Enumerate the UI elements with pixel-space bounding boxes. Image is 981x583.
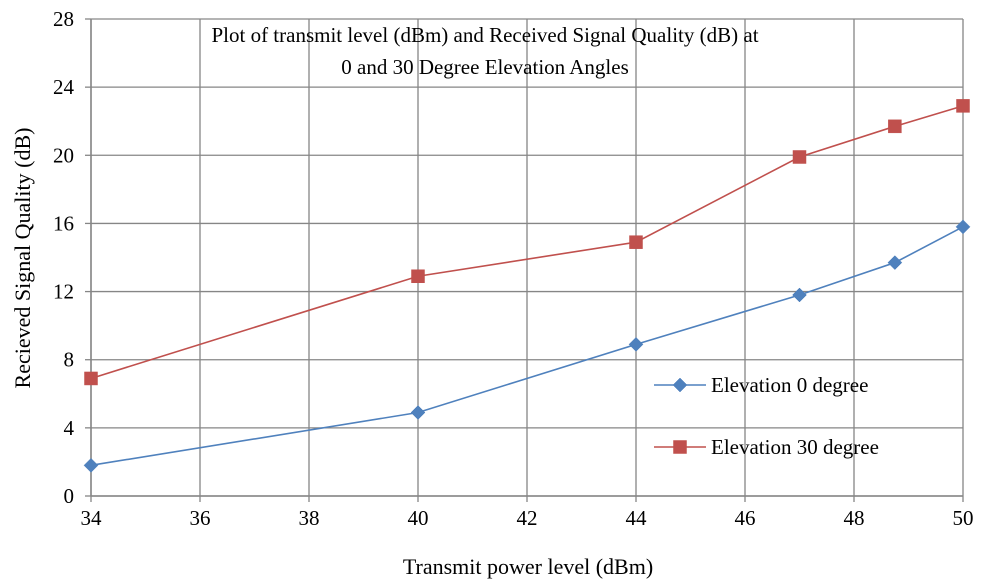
legend: Elevation 0 degree Elevation 30 degree xyxy=(654,373,879,459)
chart-title-line-1: Plot of transmit level (dBm) and Receive… xyxy=(211,23,758,47)
y-tick-label: 16 xyxy=(53,211,74,235)
data-point xyxy=(629,235,643,249)
y-tick-label: 12 xyxy=(53,280,74,304)
series xyxy=(83,99,971,473)
y-tick-label: 4 xyxy=(64,416,75,440)
data-point xyxy=(956,99,970,113)
y-axis-title: Recieved Signal Quality (dB) xyxy=(10,128,35,389)
data-point xyxy=(955,219,971,235)
legend-item: Elevation 0 degree xyxy=(654,373,868,397)
y-tick-label: 28 xyxy=(53,7,74,31)
y-tick-label: 20 xyxy=(53,143,74,167)
x-tick-label: 44 xyxy=(626,506,648,530)
x-tick-label: 34 xyxy=(81,506,103,530)
data-point xyxy=(888,119,902,134)
x-tick-label: 42 xyxy=(517,506,538,530)
chart-title-line-2: 0 and 30 Degree Elevation Angles xyxy=(341,55,629,79)
data-point xyxy=(628,337,644,352)
data-point xyxy=(410,405,426,420)
x-tick-label: 50 xyxy=(953,506,974,530)
data-point xyxy=(84,371,98,386)
axes xyxy=(85,18,964,502)
x-tick-label: 46 xyxy=(735,506,756,530)
x-tick-label: 36 xyxy=(190,506,211,530)
data-point xyxy=(792,150,807,164)
y-tick-label: 24 xyxy=(53,75,75,99)
x-tick-label: 40 xyxy=(408,506,429,530)
legend-marker xyxy=(673,440,687,454)
x-axis-title: Transmit power level (dBm) xyxy=(403,554,653,579)
data-point xyxy=(411,269,425,283)
legend-label: Elevation 0 degree xyxy=(711,373,868,397)
y-tick-label: 8 xyxy=(64,348,75,372)
legend-marker xyxy=(672,377,688,393)
legend-item: Elevation 30 degree xyxy=(654,435,879,459)
series-2 xyxy=(84,99,970,386)
y-tick-label: 0 xyxy=(64,484,75,508)
x-tick-label: 38 xyxy=(299,506,320,530)
x-tick-label: 48 xyxy=(844,506,865,530)
legend-label: Elevation 30 degree xyxy=(711,435,879,459)
series-line xyxy=(90,226,964,467)
series-1 xyxy=(83,219,971,473)
data-point xyxy=(83,457,99,473)
grid xyxy=(90,18,964,497)
series-line xyxy=(90,105,964,380)
data-point xyxy=(792,287,807,303)
data-point xyxy=(887,255,903,270)
